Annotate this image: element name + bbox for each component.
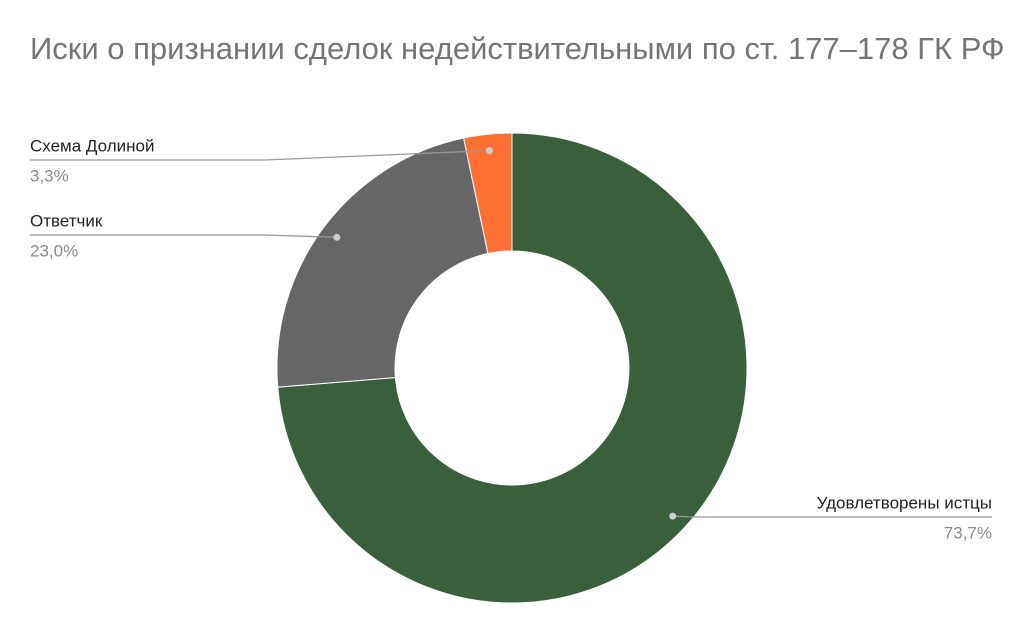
chart-title: Иски о признании сделок недействительным… (30, 31, 1005, 66)
slice-value-label: 23,0% (30, 241, 78, 260)
donut-slice (277, 132, 748, 604)
slice-value-label: 3,3% (30, 166, 69, 185)
leader-line (30, 149, 490, 161)
leader-dot (669, 512, 677, 520)
slice-label: Удовлетворены истцы (817, 493, 992, 512)
leader-dot (485, 147, 493, 155)
donut-slice (276, 137, 489, 388)
leader-dot (333, 233, 341, 241)
leader-line (30, 234, 337, 238)
slice-label: Ответчик (30, 211, 103, 230)
donut-slice (463, 132, 513, 255)
slice-value-label: 73,7% (944, 523, 992, 542)
slice-label: Схема Долиной (30, 136, 154, 155)
leader-line (672, 515, 992, 518)
